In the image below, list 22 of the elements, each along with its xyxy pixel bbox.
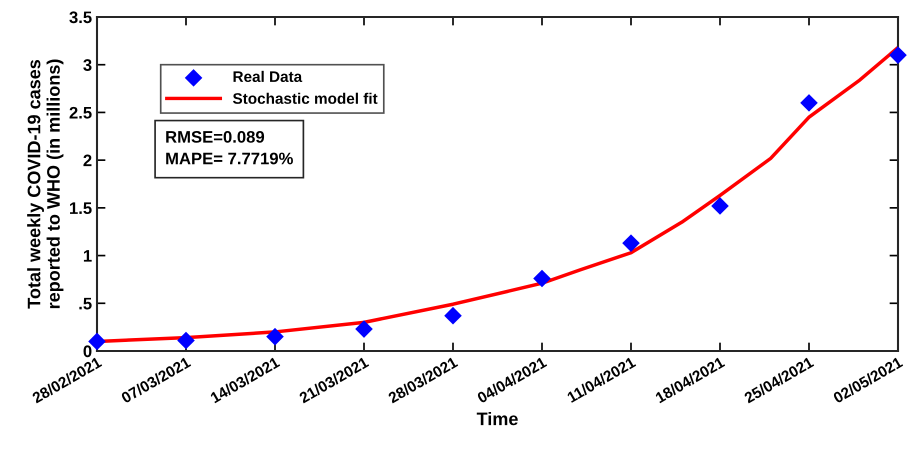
point [622,234,640,252]
point [444,306,462,324]
y-tick-label: 3.5 [69,11,92,24]
point [711,197,729,215]
point [266,328,284,346]
legend-label: Real Data [234,70,302,82]
point [889,46,907,64]
annotation: RMSE=0.089 MAPE= 7.7719% [166,131,293,164]
y-axis-title: Total weekly COVID-19 cases reported to WHO (in millions) [27,60,64,309]
x-axis-title: Time [476,412,518,426]
y-tick-label: 2 [83,154,92,166]
y-tick-label: 1 [84,250,92,262]
y-tick-label: 2.5 [70,106,92,119]
point [800,94,818,112]
y-tick-label: 0 [84,345,92,358]
y-tick-label: 1.5 [70,202,92,214]
point [533,270,551,288]
y-tick-label: 3 [83,59,92,71]
legend-label: Stochastic model fit [232,92,378,104]
y-tick-label: .5 [79,298,92,310]
point [355,320,373,338]
point [177,332,195,350]
